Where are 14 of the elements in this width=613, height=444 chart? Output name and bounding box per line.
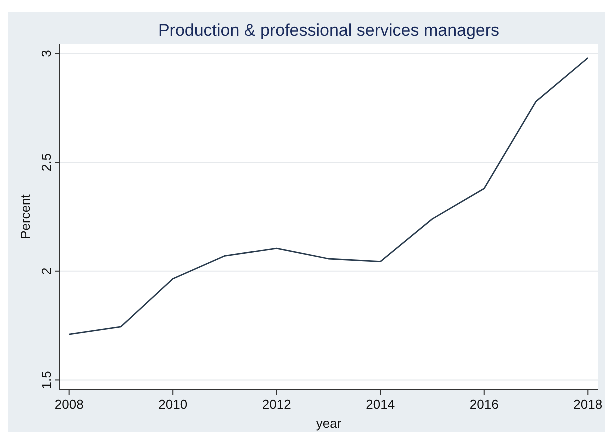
line-series — [68, 57, 589, 336]
x-tick-label: 2018 — [574, 397, 603, 412]
y-tick-label: 2 — [39, 268, 54, 276]
y-tick-label: 2.5 — [39, 154, 54, 172]
y-axis-title: Percent — [18, 194, 33, 240]
x-axis-title: year — [316, 416, 342, 431]
y-tick-label: 3 — [39, 50, 54, 58]
x-tick-label: 2016 — [470, 397, 499, 412]
x-tick-label: 2014 — [366, 397, 396, 412]
chart-title: Production & professional services managers — [158, 21, 500, 40]
x-tick-label: 2012 — [262, 397, 292, 412]
x-tick-label: 2008 — [54, 397, 84, 412]
x-tick-label: 2010 — [158, 397, 188, 412]
y-tick-label: 1.5 — [39, 371, 54, 390]
